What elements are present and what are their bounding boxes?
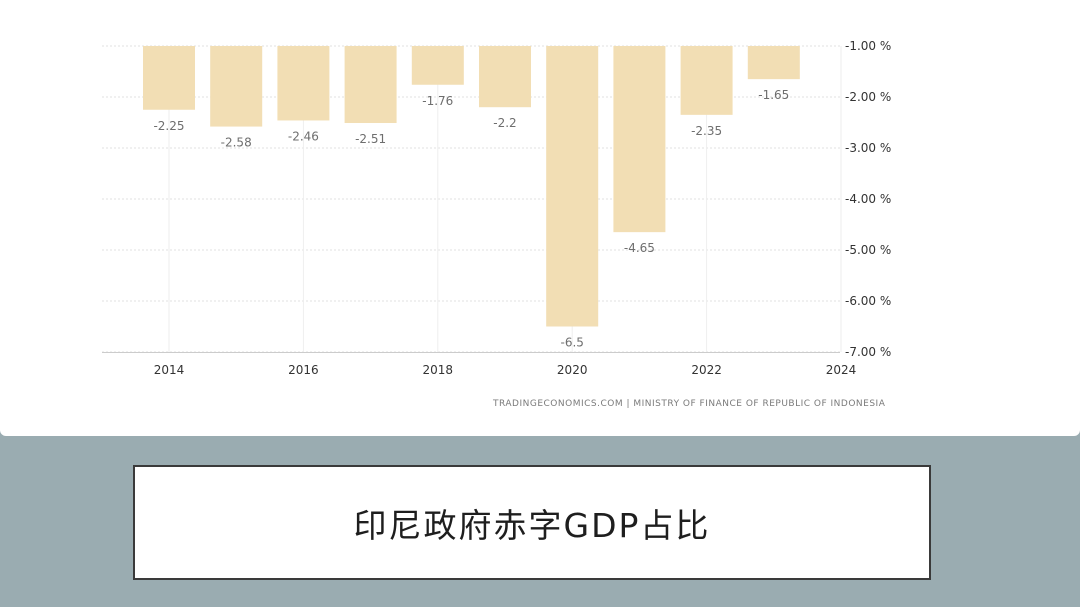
chart-panel: -1.00 % -2.00 % -3.00 % -4.00 % -5.00 % -6.00…: [0, 0, 1080, 436]
y-tick-label: -6.00 %: [845, 294, 891, 308]
y-tick-label: -1.00 %: [845, 39, 891, 53]
data-label: -1.65: [758, 88, 789, 102]
x-tick-label: 2022: [691, 363, 722, 377]
bar: [747, 46, 800, 80]
y-tick-label: -3.00 %: [845, 141, 891, 155]
data-label: -2.35: [691, 124, 722, 138]
data-label: -2.51: [355, 132, 386, 146]
data-label: -1.76: [422, 94, 453, 108]
bar: [613, 46, 666, 233]
data-label: -2.25: [153, 119, 184, 133]
bar: [680, 46, 733, 115]
data-label: -2.58: [221, 136, 252, 150]
x-tick-label: 2014: [154, 363, 185, 377]
x-tick-label: 2024: [826, 363, 857, 377]
bar: [143, 46, 195, 110]
bar-chart: -1.00 % -2.00 % -3.00 % -4.00 % -5.00 % -6.00…: [102, 39, 891, 377]
y-tick-label: -4.00 %: [845, 192, 891, 206]
y-tick-label: -5.00 %: [845, 243, 891, 257]
x-tick-label: 2016: [288, 363, 319, 377]
data-label: -4.65: [624, 241, 655, 255]
bar: [210, 46, 263, 127]
x-tick-label: 2018: [423, 363, 454, 377]
title-box: 印尼政府赤字GDP占比: [133, 465, 931, 580]
y-tick-label: -7.00 %: [845, 345, 891, 359]
bar: [479, 46, 531, 108]
bar: [411, 46, 464, 85]
bar: [546, 46, 599, 327]
x-tick-label: 2020: [557, 363, 588, 377]
bar: [277, 46, 330, 121]
data-label: -2.46: [288, 129, 319, 143]
chart-source: TRADINGECONOMICS.COM | MINISTRY OF FINAN…: [493, 399, 886, 409]
data-label: -6.5: [560, 336, 583, 350]
chart-title: 印尼政府赤字GDP占比: [353, 505, 711, 545]
data-label: -2.2: [493, 116, 516, 130]
bar: [344, 46, 397, 124]
y-tick-label: -2.00 %: [845, 90, 891, 104]
